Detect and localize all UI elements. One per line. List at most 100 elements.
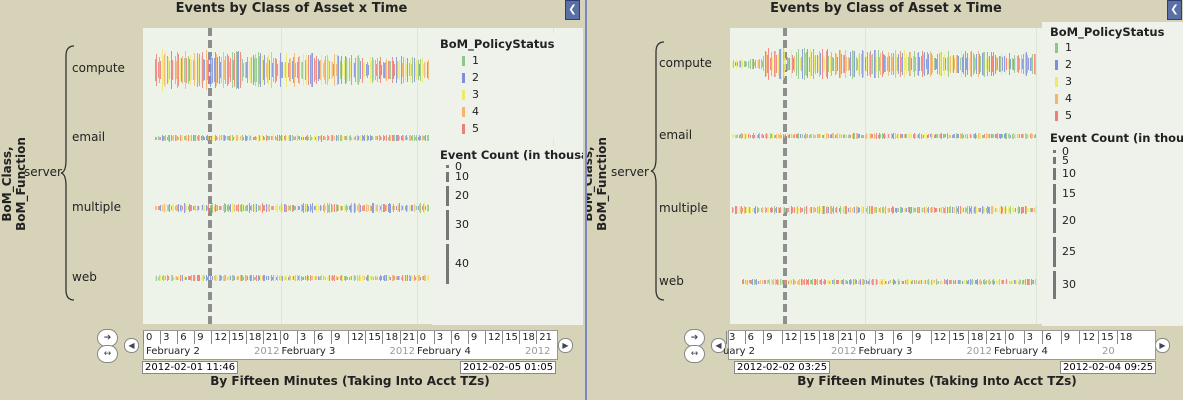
event-mark: [301, 134, 303, 142]
hour-tick-label: 21: [840, 332, 854, 343]
hour-tick-mark: [365, 331, 367, 344]
zoom-out-button[interactable]: ↔: [684, 345, 705, 363]
event-mark: [399, 135, 401, 141]
event-mark: [292, 57, 294, 83]
event-mark: [353, 275, 355, 281]
event-mark: [308, 54, 310, 86]
event-mark: [756, 134, 758, 138]
event-mark: [184, 203, 186, 213]
event-mark: [265, 203, 267, 213]
event-mark: [912, 133, 914, 139]
event-mark: [911, 57, 913, 71]
event-mark: [1006, 57, 1008, 71]
event-mark: [996, 280, 998, 284]
event-mark: [236, 135, 238, 141]
event-mark: [874, 279, 876, 285]
event-mark: [233, 275, 234, 281]
event-mark: [407, 204, 409, 212]
event-mark: [266, 56, 268, 84]
event-mark: [733, 59, 735, 69]
event-mark: [203, 274, 205, 282]
event-mark: [265, 275, 267, 281]
event-mark: [278, 60, 280, 80]
event-mark: [963, 54, 965, 75]
event-mark: [238, 136, 240, 140]
event-mark: [385, 275, 387, 281]
event-mark: [838, 134, 840, 138]
zoom-out-button[interactable]: ↔: [97, 345, 118, 363]
event-mark: [308, 205, 310, 211]
hour-tick-label: 3: [729, 332, 736, 343]
event-mark: [335, 203, 337, 213]
event-mark: [325, 276, 327, 280]
event-mark: [248, 134, 250, 142]
time-axis[interactable]: 0 3 6 9 12 15 18 21 0 3 6 9 12 15 18 21 0 3 6 9 12 15 18 21 Febr…: [143, 330, 558, 360]
event-mark: [344, 55, 346, 85]
event-mark: [226, 135, 228, 141]
event-mark: [278, 135, 280, 141]
event-mark: [754, 207, 756, 213]
event-mark: [400, 204, 402, 212]
event-mark: [1030, 279, 1032, 285]
event-mark: [920, 206, 922, 214]
event-mark: [843, 279, 845, 285]
event-mark: [786, 133, 788, 139]
scroll-left-button[interactable]: ◀: [711, 338, 726, 353]
event-mark: [914, 208, 915, 212]
event-mark: [869, 50, 871, 78]
event-mark: [394, 275, 396, 280]
event-mark: [894, 207, 896, 213]
event-mark: [759, 208, 761, 212]
event-mark: [240, 135, 242, 141]
event-mark: [381, 136, 383, 140]
event-mark: [160, 274, 162, 282]
group-label-server: server: [611, 165, 649, 179]
event-mark: [379, 275, 381, 281]
event-mark: [990, 280, 992, 284]
event-mark: [357, 276, 359, 280]
event-mark: [404, 206, 406, 211]
event-mark: [820, 53, 822, 75]
scroll-right-button[interactable]: ▶: [558, 338, 573, 353]
hour-tick-label: 0: [282, 332, 290, 343]
event-mark: [1031, 133, 1032, 139]
event-mark: [252, 55, 254, 85]
event-mark: [335, 134, 337, 142]
event-mark: [352, 61, 354, 79]
event-mark: [1033, 208, 1035, 212]
collapse-left-button[interactable]: ❮: [565, 0, 580, 20]
event-mark: [986, 206, 988, 214]
event-mark: [973, 54, 975, 74]
event-mark: [1031, 280, 1033, 284]
event-mark: [902, 52, 904, 75]
event-mark: [157, 61, 159, 79]
event-mark: [970, 280, 972, 284]
event-mark: [751, 59, 753, 69]
event-mark: [357, 55, 359, 85]
event-mark: [873, 49, 875, 79]
scroll-left-button[interactable]: ◀: [124, 338, 139, 353]
event-mark: [933, 58, 935, 70]
event-mark: [918, 280, 920, 284]
scroll-right-button[interactable]: ▶: [1155, 338, 1170, 353]
hour-tick-mark: [331, 331, 333, 344]
event-mark: [409, 58, 411, 82]
hour-tick-mark: [781, 331, 783, 344]
event-mark: [418, 135, 420, 141]
event-mark: [969, 51, 971, 77]
event-mark: [251, 134, 253, 142]
collapse-right-button[interactable]: ❮: [1167, 0, 1182, 20]
event-mark: [839, 280, 841, 284]
hour-tick-mark: [837, 331, 839, 344]
event-mark: [787, 134, 789, 138]
year-label: 2012: [525, 346, 551, 357]
event-mark: [338, 56, 340, 84]
event-mark: [370, 276, 372, 280]
event-mark: [833, 279, 834, 285]
event-mark: [821, 134, 823, 138]
event-mark: [997, 208, 999, 212]
event-mark: [849, 279, 851, 285]
event-mark: [915, 134, 917, 138]
event-mark: [999, 279, 1001, 285]
